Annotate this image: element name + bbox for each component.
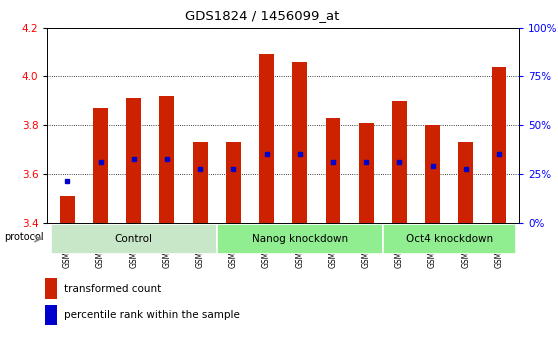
- Bar: [93, 108, 108, 223]
- Bar: [425, 125, 440, 223]
- Text: protocol: protocol: [4, 233, 44, 243]
- Bar: [383, 224, 516, 254]
- Bar: [392, 101, 407, 223]
- Bar: [292, 62, 307, 223]
- Bar: [325, 118, 340, 223]
- Text: Nanog knockdown: Nanog knockdown: [252, 234, 348, 244]
- Text: Control: Control: [115, 234, 153, 244]
- Text: transformed count: transformed count: [64, 284, 161, 294]
- Bar: [193, 142, 208, 223]
- Bar: [51, 224, 217, 254]
- Bar: [160, 96, 175, 223]
- Text: Oct4 knockdown: Oct4 knockdown: [406, 234, 493, 244]
- Bar: [45, 278, 57, 299]
- Bar: [259, 55, 274, 223]
- Bar: [359, 122, 374, 223]
- Bar: [126, 98, 141, 223]
- Text: GDS1824 / 1456099_at: GDS1824 / 1456099_at: [185, 9, 339, 22]
- Bar: [217, 224, 383, 254]
- Bar: [60, 196, 75, 223]
- Bar: [458, 142, 473, 223]
- Text: percentile rank within the sample: percentile rank within the sample: [64, 310, 240, 321]
- Bar: [45, 305, 57, 325]
- Bar: [226, 142, 241, 223]
- Bar: [492, 67, 507, 223]
